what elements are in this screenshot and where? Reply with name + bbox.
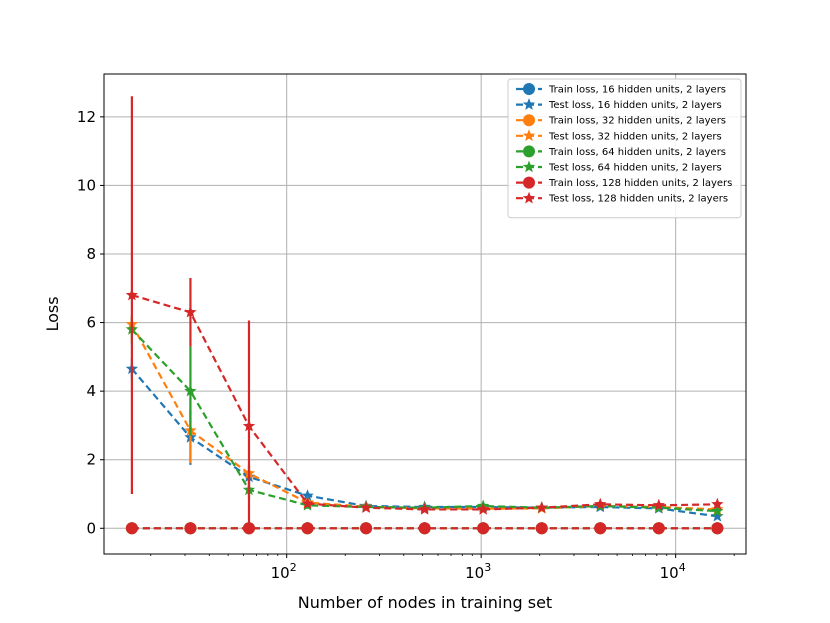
- legend-label: Train loss, 16 hidden units, 2 layers: [548, 85, 726, 96]
- data-point: [359, 501, 373, 513]
- data-point: [301, 489, 314, 501]
- series-line: [131, 294, 718, 511]
- legend-label: Test loss, 128 hidden units, 2 layers: [548, 194, 728, 205]
- series-test-5: [125, 315, 724, 517]
- legend-item: Train loss, 16 hidden units, 2 layers: [516, 83, 726, 96]
- x-tick-label: 103: [465, 561, 491, 582]
- data-point: [476, 502, 490, 515]
- legend-item: Train loss, 128 hidden units, 2 layers: [516, 176, 732, 189]
- data-point: [184, 522, 197, 535]
- legend-marker: [522, 129, 536, 142]
- data-point: [711, 504, 724, 517]
- data-point: [125, 522, 138, 535]
- legend-box: [507, 78, 742, 219]
- data-point: [652, 522, 665, 535]
- legend-marker: [523, 145, 535, 158]
- series-train-6: [125, 522, 724, 535]
- legend-marker: [522, 98, 536, 110]
- y-tick-label: 2: [86, 451, 96, 469]
- data-point: [652, 498, 665, 511]
- data-point: [360, 522, 373, 535]
- axis-ticks: 0 2 4 6 8 10 12 102 103 104: [77, 108, 735, 582]
- data-point: [477, 522, 490, 535]
- grid: [104, 74, 746, 554]
- y-tick-label: 10: [77, 176, 96, 194]
- series-line: [130, 323, 718, 511]
- x-axis-title: Number of nodes in training set: [298, 593, 552, 612]
- data-point: [711, 509, 724, 522]
- plot-data: [125, 96, 724, 535]
- y-axis-title: Loss: [43, 296, 62, 331]
- data-point: [535, 501, 548, 513]
- legend-item: Test loss, 128 hidden units, 2 layers: [516, 191, 728, 205]
- legend-marker: [522, 191, 536, 204]
- legend-item: Test loss, 16 hidden units, 2 layers: [516, 98, 722, 111]
- data-point: [418, 502, 431, 515]
- plot-frame: [103, 73, 747, 555]
- series-line: [131, 368, 718, 518]
- data-point: [535, 522, 548, 535]
- legend-item: Train loss, 32 hidden units, 2 layers: [516, 114, 726, 127]
- legend-label: Train loss, 128 hidden units, 2 layers: [548, 178, 732, 189]
- data-point: [125, 288, 139, 301]
- legend: Train loss, 16 hidden units, 2 layers Tes…: [507, 78, 742, 219]
- data-point: [301, 497, 314, 509]
- series-test-3: [125, 317, 724, 515]
- y-tick-label: 0: [86, 519, 96, 537]
- data-point: [594, 497, 607, 510]
- data-point: [242, 419, 256, 432]
- y-tick-label: 8: [86, 245, 96, 263]
- legend-marker: [523, 176, 535, 189]
- legend-label: Test loss, 16 hidden units, 2 layers: [548, 100, 722, 111]
- data-point: [418, 522, 431, 535]
- legend-item: Test loss, 64 hidden units, 2 layers: [516, 160, 722, 174]
- data-point: [184, 305, 197, 318]
- legend-label: Train loss, 64 hidden units, 2 layers: [548, 147, 726, 158]
- data-point: [301, 522, 314, 535]
- y-tick-label: 4: [86, 382, 96, 400]
- y-tick-label: 12: [77, 108, 96, 126]
- series-test-1: [125, 358, 724, 522]
- series-line: [131, 328, 718, 513]
- legend-label: Test loss, 64 hidden units, 2 layers: [548, 163, 722, 174]
- legend-item: Test loss, 32 hidden units, 2 layers: [516, 129, 722, 142]
- legend-marker: [523, 114, 535, 127]
- legend-marker: [523, 83, 535, 95]
- legend-label: Test loss, 32 hidden units, 2 layers: [548, 131, 722, 142]
- data-point: [594, 522, 607, 535]
- x-tick-label: 104: [660, 561, 686, 582]
- series-test-7: [125, 96, 724, 532]
- data-point: [184, 384, 197, 397]
- legend-label: Train loss, 32 hidden units, 2 layers: [548, 116, 726, 127]
- x-tick-label: 102: [271, 561, 297, 582]
- y-tick-label: 6: [86, 314, 96, 332]
- legend-marker: [522, 160, 536, 173]
- data-point: [711, 497, 724, 510]
- legend-item: Train loss, 64 hidden units, 2 layers: [516, 145, 726, 158]
- data-point: [711, 522, 724, 535]
